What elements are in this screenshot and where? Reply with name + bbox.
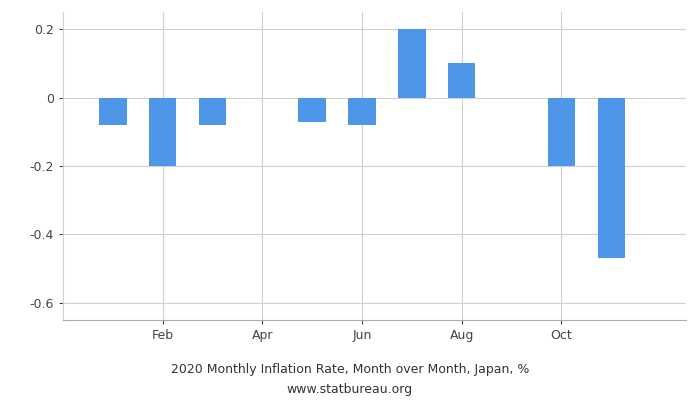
- Bar: [398, 29, 426, 98]
- Bar: [547, 98, 575, 166]
- Bar: [349, 98, 376, 125]
- Bar: [149, 98, 176, 166]
- Bar: [448, 63, 475, 98]
- Bar: [298, 98, 326, 122]
- Bar: [598, 98, 625, 258]
- Text: 2020 Monthly Inflation Rate, Month over Month, Japan, %: 2020 Monthly Inflation Rate, Month over …: [171, 364, 529, 376]
- Text: www.statbureau.org: www.statbureau.org: [287, 384, 413, 396]
- Bar: [99, 98, 127, 125]
- Bar: [199, 98, 226, 125]
